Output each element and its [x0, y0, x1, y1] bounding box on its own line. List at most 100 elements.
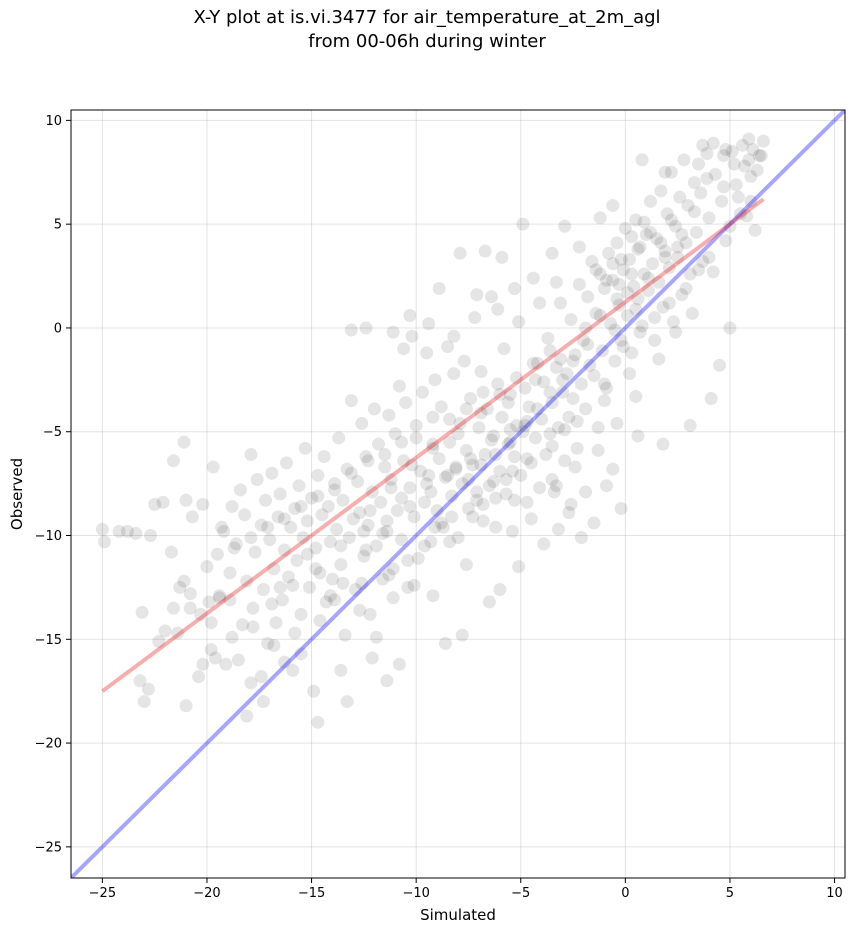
data-point	[633, 240, 647, 254]
data-point	[183, 587, 197, 601]
data-point	[275, 593, 289, 607]
data-point	[321, 499, 335, 513]
data-point	[363, 607, 377, 621]
data-point	[353, 603, 367, 617]
data-point	[675, 288, 689, 302]
data-point	[294, 647, 308, 661]
y-axis-label: Observed	[8, 458, 26, 530]
data-point	[574, 531, 588, 545]
data-point	[735, 138, 749, 152]
data-point	[219, 657, 233, 671]
data-point	[443, 535, 457, 549]
data-point	[204, 616, 218, 630]
data-point	[614, 333, 628, 347]
data-point	[535, 412, 549, 426]
data-point	[334, 539, 348, 553]
data-point	[294, 607, 308, 621]
data-point	[380, 514, 394, 528]
data-point	[269, 616, 283, 630]
data-point	[664, 213, 678, 227]
data-point	[566, 354, 580, 368]
data-point	[259, 493, 273, 507]
data-point	[478, 448, 492, 462]
data-point	[461, 472, 475, 486]
data-point	[459, 443, 473, 457]
data-point	[543, 344, 557, 358]
data-point	[369, 630, 383, 644]
x-tick-label: 0	[621, 886, 629, 901]
data-point	[261, 520, 275, 534]
data-point	[298, 441, 312, 455]
data-point	[277, 512, 291, 526]
data-point	[660, 207, 674, 221]
data-point	[700, 147, 714, 161]
data-point	[742, 153, 756, 167]
data-point	[495, 410, 509, 424]
data-point	[493, 464, 507, 478]
data-point	[156, 495, 170, 509]
data-point	[662, 261, 676, 275]
data-point	[541, 331, 555, 345]
data-point	[643, 225, 657, 239]
data-point	[261, 636, 275, 650]
data-point	[652, 352, 666, 366]
data-point	[443, 412, 457, 426]
reference-lines	[71, 110, 845, 878]
data-point	[706, 265, 720, 279]
data-point	[420, 477, 434, 491]
data-point	[639, 228, 653, 242]
data-point	[656, 437, 670, 451]
data-point	[372, 437, 386, 451]
data-point	[363, 504, 377, 518]
data-point	[654, 236, 668, 250]
data-point	[397, 454, 411, 468]
data-point	[568, 348, 582, 362]
data-point	[445, 489, 459, 503]
data-point	[428, 520, 442, 534]
data-point	[311, 715, 325, 729]
data-point	[286, 663, 300, 677]
data-point	[512, 560, 526, 574]
data-point	[712, 358, 726, 372]
data-point	[424, 485, 438, 499]
data-point	[164, 545, 178, 559]
data-point	[367, 402, 381, 416]
data-point	[409, 431, 423, 445]
data-point	[177, 574, 191, 588]
data-point	[384, 481, 398, 495]
data-point	[225, 630, 239, 644]
regression-line	[101, 197, 765, 693]
data-point	[309, 541, 323, 555]
data-point	[482, 479, 496, 493]
data-point	[256, 695, 270, 709]
data-point	[503, 423, 517, 437]
data-point	[577, 333, 591, 347]
data-point	[616, 340, 630, 354]
data-point	[526, 271, 540, 285]
data-point	[549, 275, 563, 289]
data-point	[336, 576, 350, 590]
data-point	[658, 165, 672, 179]
data-point	[487, 429, 501, 443]
data-point	[315, 508, 329, 522]
data-points	[95, 132, 770, 729]
data-point	[556, 373, 570, 387]
data-point	[704, 392, 718, 406]
data-point	[623, 252, 637, 266]
data-point	[208, 651, 222, 665]
data-point	[476, 497, 490, 511]
data-point	[167, 454, 181, 468]
data-point	[334, 558, 348, 572]
data-point	[407, 510, 421, 524]
data-point	[451, 531, 465, 545]
data-point	[206, 460, 220, 474]
data-point	[723, 219, 737, 233]
data-point	[451, 427, 465, 441]
data-point	[627, 279, 641, 293]
data-point	[227, 541, 241, 555]
data-point	[744, 169, 758, 183]
data-point	[696, 138, 710, 152]
data-point	[265, 466, 279, 480]
data-point	[374, 495, 388, 509]
data-point	[503, 435, 517, 449]
